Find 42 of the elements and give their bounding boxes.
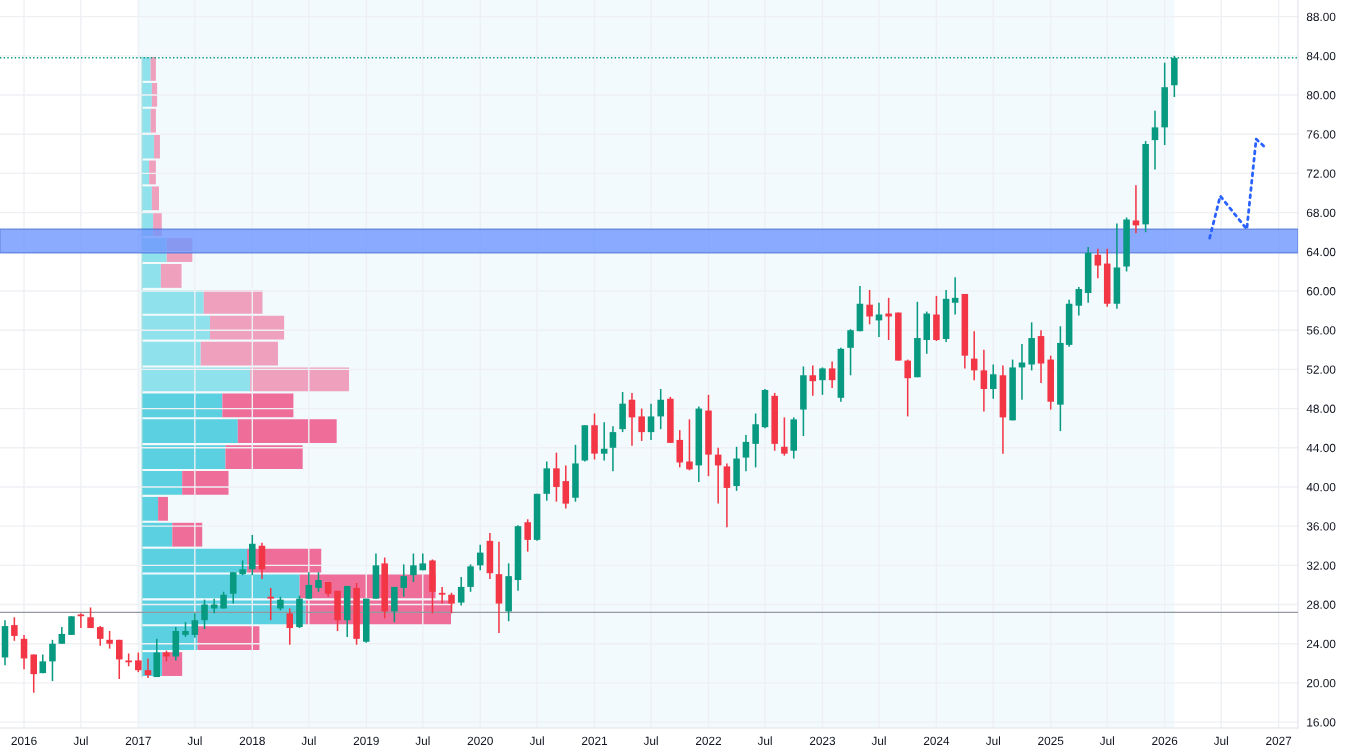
x-tick-label: Jul [1213, 736, 1228, 745]
x-tick-label: Jul [985, 736, 1001, 745]
x-tick-label: Jul [871, 736, 886, 745]
x-tick-label: 2025 [1038, 736, 1064, 745]
x-tick-label: 2024 [923, 736, 950, 745]
x-tick-label: 2018 [239, 736, 265, 745]
x-tick-label: Jul [301, 736, 316, 745]
x-tick-label: Jul [529, 736, 544, 745]
x-tick-label: 2017 [125, 736, 151, 745]
x-tick-label: 2022 [695, 736, 722, 745]
y-tick-label: 52.00 [1306, 365, 1336, 374]
y-tick-label: 88.00 [1306, 12, 1336, 22]
y-tick-label: 32.00 [1306, 561, 1336, 570]
y-tick-label: 72.00 [1306, 169, 1336, 178]
y-tick-label: 84.00 [1306, 51, 1336, 61]
y-tick-label: 56.00 [1306, 326, 1336, 335]
x-tick-label: Jul [187, 736, 202, 745]
x-tick-label: Jul [1099, 736, 1114, 745]
y-tick-label: 28.00 [1306, 600, 1336, 609]
x-tick-label: 2023 [809, 736, 836, 745]
y-tick-label: 44.00 [1306, 443, 1336, 453]
x-tick-label: 2016 [11, 736, 37, 745]
x-tick-label: Jul [643, 736, 658, 745]
x-tick-label: 2020 [467, 736, 493, 745]
y-tick-label: 24.00 [1306, 639, 1336, 649]
x-tick-label: 2019 [353, 736, 379, 745]
y-tick-label: 60.00 [1306, 287, 1336, 296]
x-tick-label: 2026 [1152, 736, 1178, 745]
x-tick-label: Jul [757, 736, 772, 745]
y-tick-label: 68.00 [1306, 208, 1336, 218]
y-tick-label: 36.00 [1306, 522, 1336, 531]
y-tick-label: 20.00 [1306, 678, 1336, 688]
x-tick-label: Jul [73, 736, 88, 745]
y-tick-label: 80.00 [1306, 91, 1336, 100]
y-tick-label: 76.00 [1306, 130, 1336, 139]
x-tick-label: Jul [415, 736, 430, 745]
x-tick-label: 2027 [1266, 736, 1292, 745]
y-tick-label: 16.00 [1307, 718, 1336, 727]
y-tick-label: 64.00 [1306, 247, 1336, 257]
x-tick-label: 2021 [581, 736, 608, 745]
y-tick-label: 48.00 [1306, 404, 1336, 413]
y-tick-label: 40.00 [1306, 483, 1336, 492]
